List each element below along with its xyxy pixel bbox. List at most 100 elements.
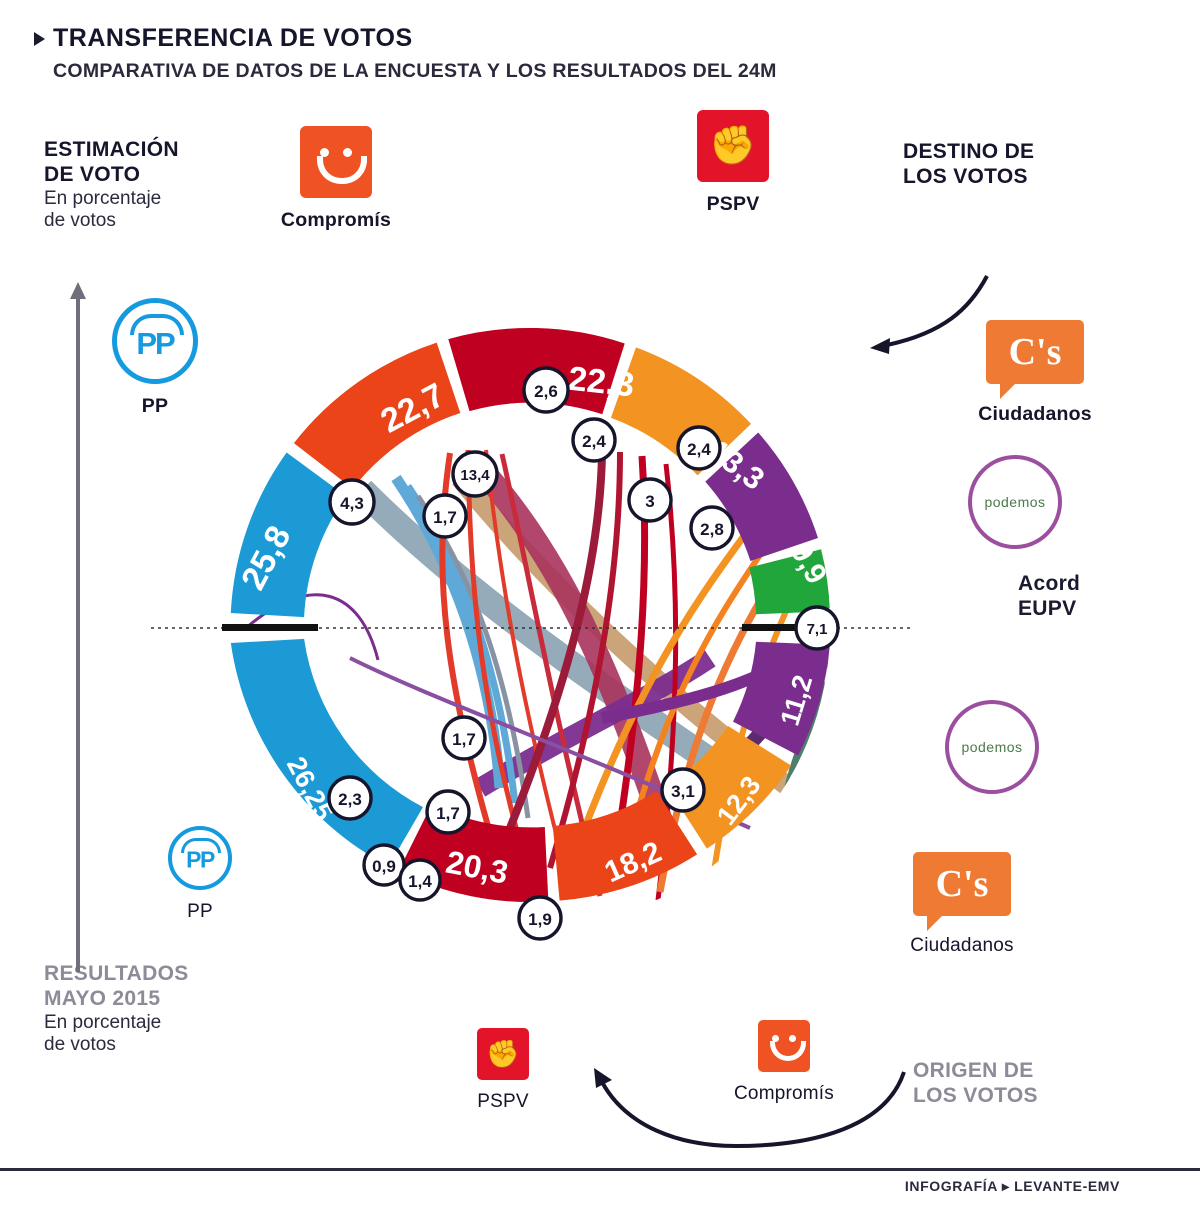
destino-line2: LOS VOTOS — [903, 164, 1028, 188]
flow-value: 2,8 — [700, 520, 724, 539]
legend-pspv-bottom: ✊ PSPV — [443, 1028, 563, 1113]
legend-pp-top-label: PP — [141, 395, 169, 417]
legend-acord-eupv: Acord EUPV — [1018, 572, 1080, 622]
pspv-fist-rose-icon: ✊ — [697, 110, 769, 182]
flow-bubble[interactable]: 2,8 — [689, 505, 735, 551]
ribbon-compromis-4 — [499, 453, 603, 897]
pp-roundel-icon: PP — [112, 298, 198, 384]
footer-credit: INFOGRAFÍA ▸ LEVANTE-EMV — [904, 1178, 1120, 1194]
flow-bubble[interactable]: 2,4 — [676, 425, 722, 471]
compromis-smiley-icon-bottom — [758, 1020, 810, 1072]
flow-bubble[interactable]: 13,4 — [451, 450, 499, 498]
resultados-line3: En porcentaje — [44, 1011, 162, 1033]
flow-bubble[interactable]: 3 — [627, 477, 673, 523]
segment-podemos-bottom[interactable] — [733, 641, 830, 756]
resultados-line2: MAYO 2015 — [44, 986, 161, 1010]
flow-bubble[interactable]: 4,3 — [328, 478, 376, 526]
ring-top-segments — [230, 327, 830, 618]
legend-pp-bottom: PP PP — [140, 826, 260, 923]
flow-value: 13,4 — [460, 467, 490, 484]
flow-value: 2,3 — [338, 790, 362, 809]
origen-line2: LOS VOTOS — [913, 1083, 1038, 1107]
flow-bubble[interactable]: 1,7 — [441, 715, 487, 761]
podemos-logo-icon-bottom: podemos — [945, 700, 1039, 794]
resultados-line1: RESULTADOS — [44, 962, 189, 985]
flow-bubble[interactable]: 1,7 — [425, 789, 471, 835]
flow-bubble[interactable]: 2,4 — [571, 417, 617, 463]
vertical-axis-arrow-icon — [70, 282, 86, 972]
ribbon-compromis-2 — [465, 449, 533, 879]
resultados-line4: de votos — [44, 1034, 116, 1056]
flow-value: 1,7 — [433, 508, 457, 527]
ciudadanos-logo-icon: C's — [986, 320, 1084, 399]
flow-value: 1,7 — [436, 804, 460, 823]
flow-value: 2,4 — [687, 440, 711, 459]
ribbon-pspv-2 — [547, 451, 623, 869]
legend-ciudadanos-bottom-label: Ciudadanos — [910, 935, 1014, 956]
header: TRANSFERENCIA DE VOTOS COMPARATIVA DE DA… — [34, 24, 777, 83]
segment-podemos-top[interactable] — [705, 432, 818, 562]
legend-podemos-top: podemos — [960, 455, 1070, 554]
podemos-logo-icon: podemos — [968, 455, 1062, 549]
legend-compromis-bottom: Compromís — [704, 1020, 864, 1105]
legend-pp-bottom-label: PP — [187, 901, 213, 922]
acord-line1: Acord — [1018, 572, 1081, 595]
ring-bottom-segments — [230, 638, 830, 903]
legend-pspv-top-label: PSPV — [706, 193, 760, 215]
resultados-caption: RESULTADOS MAYO 2015 En porcentaje de vo… — [44, 962, 274, 1057]
origen-line1: ORIGEN DE — [913, 1059, 1034, 1082]
label-pspv-top: 22,3 — [566, 360, 636, 405]
chord-diagram: 25,8 22,7 22,3 13,3 9,9 5,3 11,2 12,3 18… — [150, 228, 910, 1018]
axis-marker-left — [222, 624, 318, 631]
flow-bubble[interactable]: 0,9 — [362, 843, 406, 887]
center-axis — [150, 624, 910, 631]
pp-roundel-icon-bottom: PP — [168, 826, 232, 890]
flow-bubble[interactable]: 1,9 — [517, 895, 563, 941]
flow-bubble[interactable]: 2,3 — [327, 775, 373, 821]
ribbon-cs-1 — [566, 525, 753, 870]
estimacion-line1: ESTIMACIÓN — [44, 138, 179, 161]
flow-value: 2,6 — [534, 382, 558, 401]
legend-ciudadanos-bottom: C's Ciudadanos — [862, 852, 1062, 957]
flow-bubble[interactable]: 1,4 — [398, 858, 442, 902]
legend-pspv-top: ✊ PSPV — [658, 110, 808, 216]
cs-logo-text: C's — [1008, 331, 1062, 373]
pspv-fist-rose-icon-bottom: ✊ — [477, 1028, 529, 1080]
destino-arrow-icon — [870, 275, 989, 354]
estimacion-line3: En porcentaje — [44, 187, 162, 209]
flow-value: 0,9 — [372, 857, 396, 876]
flow-value: 7,1 — [807, 621, 828, 638]
flow-value: 1,9 — [528, 910, 552, 929]
legend-compromis-bottom-label: Compromís — [734, 1083, 834, 1104]
ribbon-pspv-1 — [506, 453, 606, 830]
flow-value: 3 — [645, 492, 654, 511]
origen-caption: ORIGEN DE LOS VOTOS — [913, 1059, 1163, 1109]
segment-pp-top[interactable] — [230, 452, 347, 618]
legend-pp-top: PP PP — [80, 298, 230, 418]
flow-bubble[interactable]: 1,7 — [422, 493, 468, 539]
flow-value: 1,4 — [408, 872, 432, 891]
triangle-right-icon — [34, 31, 45, 46]
segment-compromis-top[interactable] — [293, 342, 461, 489]
flow-value: 2,4 — [582, 432, 606, 451]
cs-logo-text-bottom: C's — [935, 863, 989, 905]
axis-marker-right — [742, 624, 826, 631]
chord-svg: 25,8 22,7 22,3 13,3 9,9 5,3 11,2 12,3 18… — [150, 327, 910, 941]
compromis-smiley-icon — [300, 126, 372, 198]
segment-compromis-bottom[interactable] — [552, 791, 698, 901]
legend-compromis-top: Compromís — [251, 126, 421, 232]
footer-divider — [0, 1168, 1200, 1171]
legend-podemos-bottom: podemos — [937, 700, 1047, 799]
flow-value: 3,1 — [671, 782, 695, 801]
flow-bubble[interactable]: 7,1 — [794, 605, 840, 651]
segment-acord-top[interactable] — [749, 549, 830, 615]
acord-line2: EUPV — [1018, 596, 1077, 620]
flow-bubble[interactable]: 3,1 — [660, 767, 706, 813]
estimacion-line2: DE VOTO — [44, 162, 141, 186]
ribbon-compromis-3 — [484, 449, 572, 889]
segment-ciudadanos-bottom[interactable] — [666, 726, 792, 849]
flow-bubble[interactable]: 2,6 — [522, 366, 570, 414]
estimacion-caption: ESTIMACIÓN DE VOTO En porcentaje de voto… — [44, 138, 274, 233]
segment-pp-bottom[interactable] — [230, 638, 423, 867]
page-title: TRANSFERENCIA DE VOTOS — [34, 24, 777, 53]
